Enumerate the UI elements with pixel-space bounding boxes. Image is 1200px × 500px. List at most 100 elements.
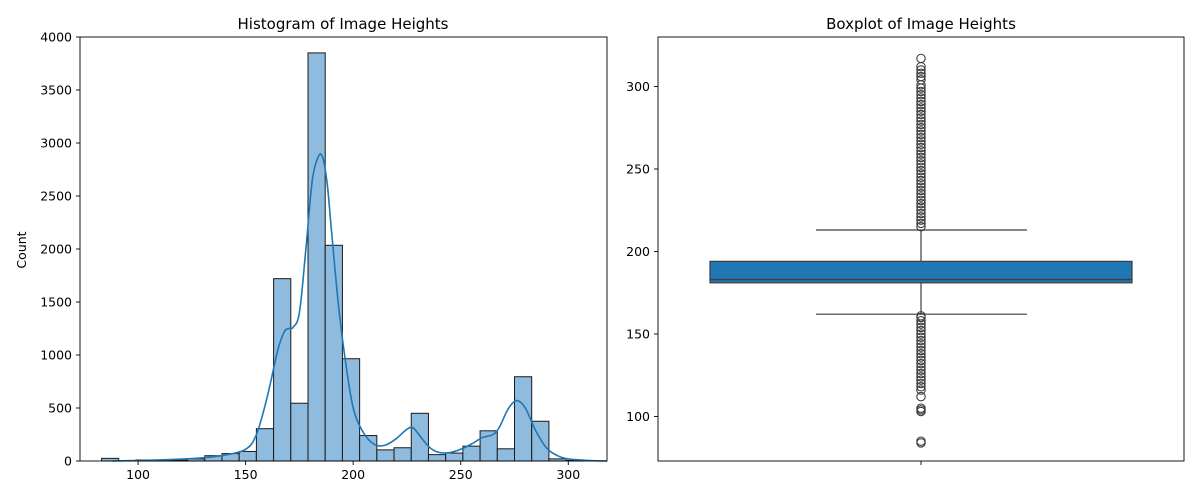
outlier-point [916,86,926,97]
outlier-point [916,71,926,82]
boxplot-title: Boxplot of Image Heights [826,15,1016,33]
y-tick-label: 3000 [40,136,72,151]
histogram-bar [307,52,326,462]
outlier-point [916,355,926,366]
histogram-bar [290,402,309,462]
outlier-point [916,136,926,146]
histogram-bar [445,452,464,462]
outlier-point [916,65,926,75]
histogram-bar [324,244,343,462]
outlier-point [916,221,926,232]
outlier-point [916,329,926,339]
outlier-point [916,119,926,130]
outlier-point [916,198,926,209]
outlier-point [916,362,926,372]
outlier-point [916,192,926,202]
histogram-bar [255,428,275,462]
outlier-point [916,311,926,321]
outlier-point [916,139,926,149]
outlier-point [916,375,926,385]
outlier-point [916,146,926,156]
y-tick-label: 4000 [40,30,72,45]
outlier-point [916,358,926,369]
outlier-point [916,391,926,402]
outlier-point [916,103,926,113]
outlier-point [916,175,926,186]
outlier-point [916,152,926,163]
outlier-point [916,162,926,173]
outlier-point [916,96,926,107]
histogram-bar [514,376,533,462]
outlier-point [916,169,926,179]
histogram-bar [273,278,292,462]
y-tick-label: 300 [626,79,650,94]
y-tick-label: 200 [626,244,650,259]
y-tick-label: 2500 [40,189,72,204]
y-tick-label: 2000 [40,242,72,257]
outlier-point [916,113,926,123]
x-tick-label: 150 [234,467,258,482]
outlier-point [916,126,926,136]
outlier-point [916,202,926,212]
outlier-point [916,155,926,166]
histogram-bar [496,448,516,462]
outlier-point [916,368,926,379]
x-tick-label: 250 [449,467,473,482]
x-tick-label: 300 [556,467,580,482]
histogram-bar [238,450,257,462]
boxplot-panel: Boxplot of Image Heights 100 150 200 250 300 [626,15,1185,465]
outlier-point [916,349,926,359]
y-tick-label: 0 [64,454,72,469]
histogram-bar [376,449,395,462]
outlier-point [916,53,926,64]
y-tick-label: 250 [626,161,650,176]
histogram-bar [393,447,412,462]
outlier-point [916,75,926,85]
outlier-point [916,208,926,219]
outlier-point [916,215,926,225]
y-tick-label: 150 [626,326,650,341]
outlier-point [916,218,926,229]
y-tick-label: 100 [626,409,650,424]
histogram-panel: Histogram of Image Heights Count 100 150 2… [14,15,608,482]
outlier-point [916,322,926,333]
outlier-point [916,345,926,356]
outlier-point [916,372,926,382]
outlier-point [916,339,926,349]
outlier-point [916,179,926,189]
outlier-point [916,132,926,143]
outlier-point [916,205,926,215]
outlier-point [916,109,926,120]
outlier-point [916,188,926,199]
outlier-point [916,142,926,153]
outlier-point [916,352,926,362]
outlier-point [916,99,926,110]
outlier-point [916,382,926,392]
outlier-point [916,325,926,336]
outlier-point [916,436,926,446]
outlier-point [916,172,926,182]
outlier-point [916,195,926,206]
outlier-point [916,335,926,346]
y-tick-label: 3500 [40,83,72,98]
y-tick-label: 500 [48,401,72,416]
outlier-point [916,342,926,352]
outlier-point [916,212,926,222]
histogram-bar [462,445,481,462]
outlier-point [916,129,926,140]
x-tick-label: 200 [341,467,365,482]
outlier-point [916,365,926,376]
outlier-point [916,93,926,103]
x-tick-label: 100 [126,467,150,482]
outlier-point [916,68,926,79]
histogram-bar [341,358,361,462]
outlier-point [916,89,926,100]
outlier-point [916,116,926,126]
histogram-title: Histogram of Image Heights [238,15,449,33]
outlier-point [916,316,926,326]
outlier-point [916,378,926,389]
outlier-point [916,185,926,196]
kde-line [112,153,608,462]
outlier-point [916,332,926,343]
